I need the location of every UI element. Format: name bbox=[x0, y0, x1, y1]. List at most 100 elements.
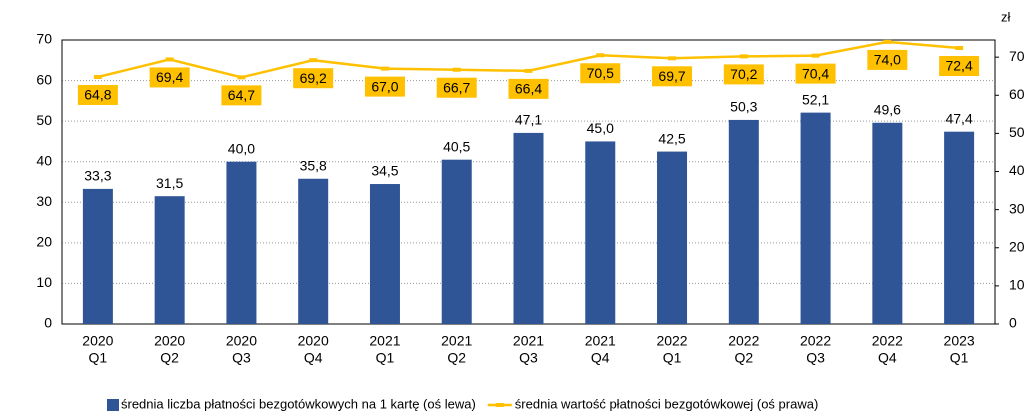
bar-value-label: 52,1 bbox=[802, 91, 829, 107]
bar bbox=[369, 184, 400, 324]
x-tick-label: Q1 bbox=[89, 350, 108, 366]
label-box bbox=[436, 77, 477, 98]
y-tick-label: 10 bbox=[36, 274, 52, 290]
line-marker bbox=[883, 39, 892, 44]
bar-value-label: 40,0 bbox=[228, 140, 255, 156]
bar-value-label: 40,5 bbox=[443, 138, 470, 154]
y-tick-label: 30 bbox=[36, 193, 52, 209]
line-marker bbox=[596, 53, 605, 58]
x-tick-label: 2020 bbox=[226, 333, 257, 349]
line-value-label: 66,4 bbox=[515, 81, 542, 97]
line-value-label: 69,2 bbox=[300, 70, 327, 86]
line-value-label: 64,8 bbox=[84, 87, 111, 103]
legend-label: średnia wartość płatności bezgotówkowej … bbox=[515, 396, 818, 411]
bar bbox=[728, 119, 759, 324]
bar-value-label: 42,5 bbox=[658, 130, 685, 146]
x-tick-label: 2022 bbox=[872, 333, 903, 349]
y-tick-label: 70 bbox=[36, 31, 52, 47]
label-box bbox=[221, 85, 262, 106]
legend-swatch bbox=[495, 403, 504, 407]
x-tick-label: 2021 bbox=[513, 333, 544, 349]
line-value-label: 70,2 bbox=[730, 66, 757, 82]
line-marker bbox=[93, 74, 102, 79]
line-value-label: 70,4 bbox=[802, 65, 829, 81]
bar bbox=[800, 112, 831, 324]
bar bbox=[441, 159, 472, 324]
x-tick-label: 2020 bbox=[154, 333, 185, 349]
y2-tick-label: 70 bbox=[1009, 48, 1025, 64]
bar bbox=[154, 196, 185, 324]
line-value-label: 72,4 bbox=[945, 58, 972, 74]
line-marker bbox=[524, 68, 533, 73]
line-value-label: 70,5 bbox=[587, 65, 614, 81]
y2-tick-label: 0 bbox=[1009, 315, 1017, 331]
legend: średnia liczba płatności bezgotówkowych … bbox=[107, 396, 818, 411]
label-box bbox=[652, 66, 693, 87]
label-box bbox=[939, 56, 980, 77]
x-tick-label: Q1 bbox=[663, 350, 682, 366]
line-marker bbox=[165, 57, 174, 62]
bar bbox=[298, 178, 329, 324]
x-tick-label: 2022 bbox=[656, 333, 687, 349]
x-tick-label: Q3 bbox=[806, 350, 825, 366]
bar bbox=[872, 122, 903, 324]
x-tick-label: 2021 bbox=[441, 333, 472, 349]
bar-value-label: 47,1 bbox=[515, 112, 542, 128]
line-marker bbox=[811, 53, 820, 58]
x-tick-label: 2022 bbox=[800, 333, 831, 349]
x-tick-label: Q1 bbox=[950, 350, 969, 366]
bar-value-label: 35,8 bbox=[300, 157, 327, 173]
x-tick-label: Q2 bbox=[447, 350, 466, 366]
line-marker bbox=[452, 67, 461, 72]
line-value-label: 69,7 bbox=[658, 68, 685, 84]
line-value-label: 64,7 bbox=[228, 87, 255, 103]
line-value-label: 66,7 bbox=[443, 79, 470, 95]
label-box bbox=[364, 76, 405, 97]
y-tick-label: 60 bbox=[36, 71, 52, 87]
bar bbox=[513, 132, 544, 324]
x-tick-label: Q1 bbox=[376, 350, 395, 366]
label-box bbox=[508, 78, 549, 99]
x-tick-label: Q4 bbox=[591, 350, 610, 366]
line-value-label: 67,0 bbox=[371, 78, 398, 94]
line-value-label: 69,4 bbox=[156, 69, 183, 85]
bar-value-label: 50,3 bbox=[730, 99, 757, 115]
x-tick-label: Q3 bbox=[232, 350, 251, 366]
bar bbox=[82, 188, 113, 324]
label-box bbox=[580, 63, 621, 84]
line-marker bbox=[237, 75, 246, 80]
x-tick-label: 2022 bbox=[728, 333, 759, 349]
x-tick-label: 2020 bbox=[298, 333, 329, 349]
label-box bbox=[795, 63, 836, 84]
label-box bbox=[867, 49, 908, 70]
x-tick-label: Q4 bbox=[304, 350, 323, 366]
y2-tick-label: 10 bbox=[1009, 277, 1025, 293]
label-box bbox=[149, 67, 190, 88]
bar-value-label: 33,3 bbox=[84, 168, 111, 184]
line-marker bbox=[955, 46, 964, 51]
bar-value-label: 31,5 bbox=[156, 175, 183, 191]
y-tick-label: 40 bbox=[36, 152, 52, 168]
line-marker bbox=[739, 54, 748, 59]
bar bbox=[226, 161, 257, 324]
label-box bbox=[723, 64, 764, 85]
legend-label: średnia liczba płatności bezgotówkowych … bbox=[121, 396, 476, 411]
y2-tick-label: 40 bbox=[1009, 162, 1025, 178]
bar-value-label: 45,0 bbox=[587, 120, 614, 136]
bar bbox=[657, 151, 688, 324]
label-box bbox=[77, 84, 118, 105]
line-marker bbox=[668, 56, 677, 61]
y-tick-label: 0 bbox=[44, 315, 52, 331]
line-value-label: 74,0 bbox=[874, 52, 901, 68]
y-tick-label: 50 bbox=[36, 112, 52, 128]
bar bbox=[944, 131, 975, 324]
bar bbox=[585, 141, 616, 324]
y-tick-label: 20 bbox=[36, 234, 52, 250]
x-tick-label: 2023 bbox=[944, 333, 975, 349]
y2-tick-label: 20 bbox=[1009, 238, 1025, 254]
x-tick-label: Q2 bbox=[734, 350, 753, 366]
y2-tick-label: 60 bbox=[1009, 86, 1025, 102]
line-marker bbox=[309, 58, 318, 63]
bar-value-label: 47,4 bbox=[945, 110, 972, 126]
